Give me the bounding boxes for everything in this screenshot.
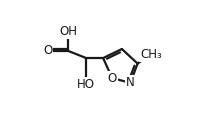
Text: CH₃: CH₃ xyxy=(139,48,161,61)
Text: O: O xyxy=(43,44,52,57)
Text: HO: HO xyxy=(77,78,95,91)
Text: OH: OH xyxy=(59,25,77,38)
Text: O: O xyxy=(107,72,116,85)
Text: N: N xyxy=(125,76,134,89)
